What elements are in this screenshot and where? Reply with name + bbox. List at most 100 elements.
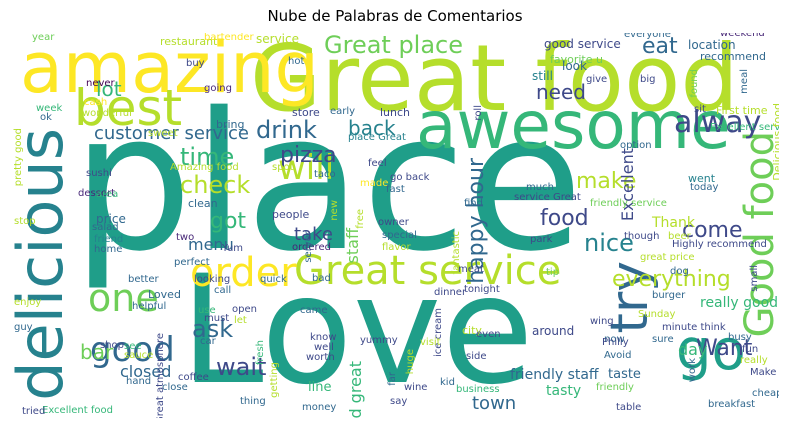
word-enjoy: enjoy bbox=[14, 297, 42, 308]
word-place: place bbox=[72, 72, 584, 293]
word-tip: tip bbox=[546, 267, 560, 278]
word-friendly-service: friendly service bbox=[590, 198, 667, 209]
word-cheap: cheap bbox=[752, 388, 779, 399]
word-pretty-good: pretty good bbox=[13, 128, 24, 187]
word-need: need bbox=[536, 80, 586, 104]
word-sunday: Sunday bbox=[638, 309, 676, 320]
word-shop: shop bbox=[100, 340, 125, 351]
chart-title: Nube de Palabras de Comentarios bbox=[267, 7, 523, 25]
word-want: Want bbox=[696, 336, 753, 361]
word-dessert: dessert bbox=[78, 188, 116, 199]
word-good-service: good service bbox=[544, 37, 621, 51]
word-spot: spot bbox=[272, 162, 294, 173]
word-good: good bbox=[90, 330, 175, 370]
word-never: never bbox=[86, 78, 115, 89]
word-taste: taste bbox=[608, 367, 641, 382]
word-small: small bbox=[749, 265, 760, 292]
word-option: option bbox=[620, 140, 652, 151]
word-guy: guy bbox=[14, 322, 33, 333]
word-amazing: amazing bbox=[20, 33, 319, 109]
word-clean: clean bbox=[188, 197, 218, 210]
word-now: now bbox=[604, 334, 625, 345]
word-service-great: service Great bbox=[514, 192, 581, 203]
word-went: went bbox=[688, 172, 716, 185]
word-wait: wait bbox=[216, 353, 267, 381]
word-friendly-staff: friendly staff bbox=[510, 367, 599, 383]
word-customer-service: customer service bbox=[94, 123, 249, 144]
word-two: two bbox=[176, 232, 195, 243]
word-dinner: dinner bbox=[434, 287, 467, 298]
word-really: really bbox=[740, 355, 768, 366]
word-town: town bbox=[472, 393, 517, 414]
word-year: year bbox=[32, 33, 55, 43]
word-huge: huge bbox=[405, 349, 416, 375]
word-new: new bbox=[329, 200, 340, 221]
word-car: car bbox=[200, 336, 216, 347]
word-park: park bbox=[530, 234, 553, 245]
word-cloud: place Love Great food amazing awesome best del… bbox=[12, 33, 779, 418]
word-far: far bbox=[387, 372, 398, 386]
word-minute-think: minute think bbox=[662, 322, 726, 333]
word-business: business bbox=[456, 384, 500, 395]
word-wing: wing bbox=[590, 316, 614, 327]
word-feel: feel bbox=[368, 158, 387, 169]
word-table: table bbox=[616, 402, 642, 413]
word-amazing-food: Amazing food bbox=[170, 162, 239, 173]
word-favorite-u: favorite u bbox=[550, 53, 603, 66]
word-week: week bbox=[36, 103, 63, 114]
word-much: much bbox=[526, 182, 554, 193]
word-ordered: ordered bbox=[292, 242, 331, 253]
word-best: best bbox=[74, 79, 183, 137]
word-sauce: sauce bbox=[124, 350, 154, 361]
word-will: will bbox=[278, 148, 335, 188]
word-made: made bbox=[360, 178, 389, 189]
word-ice-cream: ice cream bbox=[433, 308, 444, 358]
word-buy: buy bbox=[186, 58, 205, 69]
word-restaurant: restaurant bbox=[160, 35, 218, 48]
word-taco: taco bbox=[314, 169, 336, 180]
word-must: must bbox=[204, 313, 230, 324]
word-alway: alway bbox=[674, 105, 762, 140]
word-stop: stop bbox=[14, 216, 36, 227]
word-though: though bbox=[624, 231, 660, 242]
word-service: service bbox=[256, 33, 299, 46]
word-highly-recommend: Highly recommend bbox=[672, 239, 767, 250]
word-sweet: sweet bbox=[148, 128, 178, 139]
word-hand: hand bbox=[126, 376, 152, 387]
word-thank: Thank bbox=[652, 215, 695, 231]
word-better: better bbox=[128, 274, 159, 285]
word-salad: salad bbox=[92, 222, 119, 233]
word-first-time: First time bbox=[716, 104, 768, 117]
word-everyone: everyone bbox=[624, 33, 671, 40]
word-really-good: really good bbox=[700, 295, 779, 311]
word-say: say bbox=[390, 396, 408, 407]
word-location: location bbox=[688, 38, 736, 52]
word-one: one bbox=[88, 276, 159, 320]
word-great-place: Great place bbox=[324, 33, 464, 59]
word-going: going bbox=[204, 83, 232, 94]
word-closed: closed bbox=[120, 362, 172, 381]
word-ask: ask bbox=[192, 315, 234, 343]
word-open: open bbox=[232, 304, 257, 315]
word-sushi: sushi bbox=[86, 168, 112, 179]
word-give: give bbox=[586, 74, 608, 85]
word-sure: sure bbox=[652, 334, 674, 345]
word-make: make bbox=[576, 169, 637, 194]
word-well: well bbox=[314, 342, 334, 353]
word-great-food: Great food bbox=[250, 33, 739, 132]
word-getting: getting bbox=[269, 362, 280, 398]
word-wine: wine bbox=[404, 382, 428, 393]
word-perfect: perfect bbox=[174, 257, 210, 268]
word-know: know bbox=[310, 332, 337, 343]
word-back: back bbox=[348, 116, 396, 140]
word-food: food bbox=[540, 206, 589, 231]
word-go-back: go back bbox=[390, 172, 430, 183]
word-look: look bbox=[562, 59, 587, 73]
word-early: early bbox=[330, 106, 356, 117]
word-coffee: coffee bbox=[178, 372, 209, 383]
word-lot: lot bbox=[96, 77, 122, 101]
word-order: order bbox=[190, 250, 297, 296]
word-come: come bbox=[682, 218, 743, 243]
word-fast: fast bbox=[386, 184, 405, 195]
word-worth: worth bbox=[306, 352, 335, 363]
